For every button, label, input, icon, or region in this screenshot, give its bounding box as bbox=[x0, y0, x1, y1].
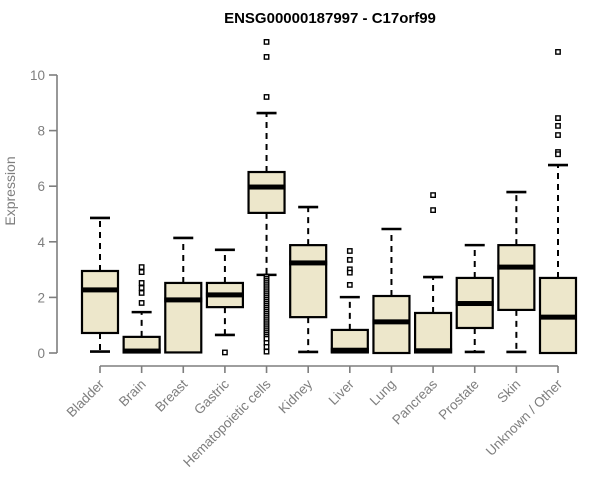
box-group-breast bbox=[164, 236, 203, 354]
outlier-point bbox=[138, 290, 145, 296]
category-label: Skin bbox=[494, 377, 523, 406]
outlier-point bbox=[138, 285, 145, 291]
y-tick-label: 10 bbox=[30, 68, 45, 83]
category-label: Gastric bbox=[191, 376, 232, 417]
outlier-point bbox=[263, 343, 270, 350]
box-group-liver bbox=[330, 248, 369, 354]
y-tick-label: 6 bbox=[37, 179, 45, 194]
category-label: Pancreas bbox=[389, 376, 440, 427]
y-tick-label: 4 bbox=[37, 235, 45, 250]
median-line bbox=[164, 297, 203, 303]
outlier-point bbox=[555, 122, 561, 129]
outlier-point bbox=[138, 264, 145, 270]
y-axis-label: Expression bbox=[2, 156, 18, 225]
outlier-point bbox=[555, 49, 561, 55]
outlier-point bbox=[346, 281, 353, 288]
category-label: Lung bbox=[367, 377, 399, 409]
box-group-lung bbox=[372, 227, 411, 355]
box-group-brain bbox=[122, 264, 161, 354]
box-series bbox=[80, 39, 578, 356]
outlier-point bbox=[222, 349, 228, 356]
median-line bbox=[372, 319, 411, 325]
outlier-point bbox=[346, 248, 353, 254]
box-group-pancreas bbox=[413, 192, 453, 354]
iqr-box bbox=[247, 170, 286, 214]
outlier-point bbox=[263, 54, 270, 60]
chart-title: ENSG00000187997 - C17orf99 bbox=[224, 10, 436, 27]
median-line bbox=[455, 301, 494, 307]
outlier-point bbox=[346, 269, 353, 276]
box-group-bladder bbox=[80, 216, 120, 353]
median-line bbox=[205, 292, 244, 298]
y-tick-label: 2 bbox=[37, 290, 45, 305]
box-group-unknown-other bbox=[538, 49, 578, 355]
box-group-kidney bbox=[289, 205, 328, 354]
box-group-gastric bbox=[205, 248, 245, 356]
median-line bbox=[289, 260, 328, 266]
category-label: Kidney bbox=[276, 376, 316, 416]
category-label: Unknown / Other bbox=[483, 376, 566, 459]
box-group-skin bbox=[497, 190, 536, 354]
outlier-point bbox=[263, 348, 270, 355]
category-label: Brain bbox=[116, 377, 149, 410]
outlier-point bbox=[138, 300, 145, 306]
outlier-point bbox=[138, 269, 145, 276]
median-line bbox=[81, 287, 119, 293]
median-line bbox=[330, 347, 369, 353]
median-line bbox=[247, 184, 286, 190]
iqr-box bbox=[497, 244, 536, 312]
median-line bbox=[122, 348, 161, 354]
y-tick-label: 0 bbox=[37, 346, 45, 361]
iqr-box bbox=[413, 311, 453, 354]
category-label: Liver bbox=[326, 376, 358, 408]
outlier-point bbox=[430, 192, 436, 198]
outlier-point bbox=[430, 207, 436, 214]
median-line bbox=[414, 348, 453, 354]
category-label: Prostate bbox=[436, 377, 482, 423]
outlier-point bbox=[555, 151, 561, 158]
outlier-point bbox=[346, 256, 353, 263]
outlier-point bbox=[263, 94, 270, 100]
iqr-box bbox=[164, 281, 203, 354]
box-group-prostate bbox=[455, 243, 494, 354]
box-group-hematopoietic-cells bbox=[247, 39, 286, 355]
outlier-point bbox=[138, 280, 145, 286]
y-tick-label: 8 bbox=[37, 124, 45, 139]
category-label: Breast bbox=[152, 376, 190, 414]
outlier-point bbox=[555, 132, 561, 138]
median-line bbox=[539, 314, 577, 320]
category-label: Bladder bbox=[64, 376, 108, 420]
outlier-point bbox=[555, 115, 561, 121]
outlier-point bbox=[263, 39, 270, 45]
median-line bbox=[497, 264, 536, 270]
iqr-box bbox=[80, 269, 120, 335]
iqr-box bbox=[289, 244, 328, 319]
iqr-box bbox=[372, 294, 411, 355]
